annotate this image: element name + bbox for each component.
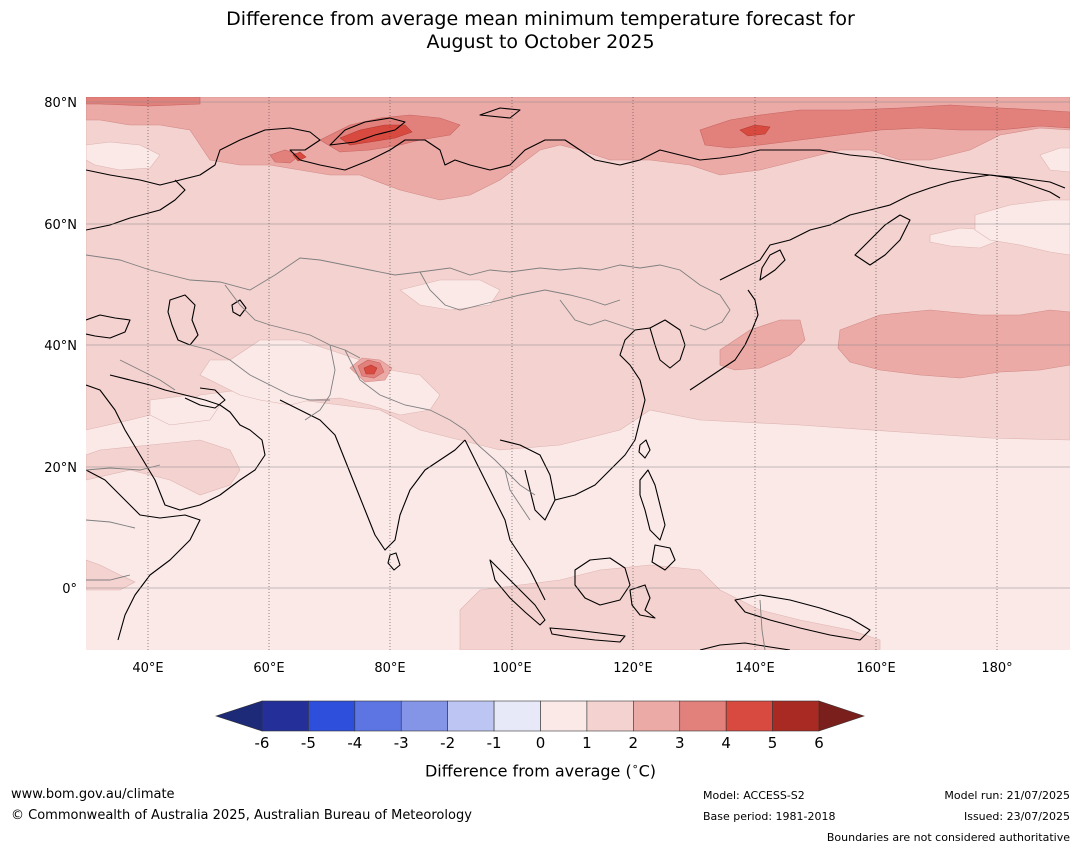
footer-model-run: Model run: 21/07/2025 — [944, 789, 1070, 802]
colorbar-over-arrow — [818, 700, 865, 732]
meridians — [147, 97, 998, 650]
footer-boundaries-note: Boundaries are not considered authoritat… — [826, 831, 1070, 844]
lon-label-180: 180° — [981, 661, 1012, 676]
footer-copyright: © Commonwealth of Australia 2025, Austra… — [11, 808, 472, 823]
colorbar-cell — [493, 700, 541, 732]
title-line-1: Difference from average mean minimum tem… — [226, 8, 855, 30]
colorbar-tick-label: -5 — [301, 734, 316, 752]
colorbar-tick-label: -6 — [255, 734, 270, 752]
colorbar-cell — [725, 700, 773, 732]
lon-label-120: 120°E — [613, 661, 653, 676]
footer-base-period: Base period: 1981-2018 — [703, 810, 836, 823]
lat-label-80: 80°N — [44, 96, 77, 111]
longitude-labels: 40°E 60°E 80°E 100°E 120°E 140°E 160°E 1… — [132, 661, 1012, 676]
title-line-2: August to October 2025 — [426, 31, 655, 53]
gridlines — [86, 101, 1070, 589]
lon-label-160: 160°E — [856, 661, 896, 676]
map-figure: 80°N 60°N 40°N 20°N 0° 40°E 60°E 80°E 10… — [44, 96, 1070, 752]
colorbar-cell — [679, 700, 727, 732]
footer-issued: Issued: 23/07/2025 — [963, 810, 1070, 823]
lon-label-80: 80°E — [374, 661, 405, 676]
colorbar-cell — [447, 700, 495, 732]
footer-model: Model: ACCESS-S2 — [703, 789, 805, 802]
colorbar-tick-label: -4 — [347, 734, 362, 752]
latitude-labels: 80°N 60°N 40°N 20°N 0° — [44, 96, 77, 597]
colorbar-cell — [586, 700, 634, 732]
colorbar-cell — [308, 700, 356, 732]
lat-label-0: 0° — [62, 582, 77, 597]
colorbar-tick-label: 6 — [814, 734, 824, 752]
lat-label-20: 20°N — [44, 461, 77, 476]
colorbar-tick-label: 3 — [675, 734, 685, 752]
colorbar-under-arrow — [215, 700, 263, 732]
lat-label-40: 40°N — [44, 339, 77, 354]
colorbar: -6 -5 -4 -3 -2 -1 0 1 2 3 4 5 6 — [215, 700, 865, 752]
colorbar-tick-label: -1 — [487, 734, 502, 752]
colorbar-label: Difference from average (∘C) — [0, 760, 1081, 780]
lat-label-60: 60°N — [44, 218, 77, 233]
colorbar-cell — [261, 700, 309, 732]
colorbar-cell — [540, 700, 588, 732]
map-panel — [86, 97, 1070, 650]
lon-label-40: 40°E — [132, 661, 163, 676]
colorbar-tick-label: 2 — [629, 734, 639, 752]
lon-label-60: 60°E — [253, 661, 284, 676]
colorbar-tick-labels: -6 -5 -4 -3 -2 -1 0 1 2 3 4 5 6 — [255, 734, 824, 752]
colorbar-cell — [354, 700, 402, 732]
colorbar-tick-label: 5 — [768, 734, 778, 752]
colorbar-label-unit: C) — [638, 761, 657, 781]
lon-label-140: 140°E — [735, 661, 775, 676]
colorbar-tick-label: 0 — [536, 734, 546, 752]
coastlines — [86, 107, 1066, 650]
anomaly-band-0-1-patches — [86, 141, 1070, 426]
colorbar-label-text: Difference from average ( — [424, 761, 632, 781]
colorbar-cell — [400, 700, 448, 732]
colorbar-cell — [772, 700, 820, 732]
country-borders — [86, 254, 766, 650]
chart-title: Difference from average mean minimum tem… — [0, 8, 1081, 54]
colorbar-cell — [633, 700, 681, 732]
lon-label-100: 100°E — [492, 661, 532, 676]
colorbar-tick-label: 1 — [582, 734, 592, 752]
colorbar-label-degree: ∘ — [631, 760, 639, 773]
colorbar-tick-label: -2 — [440, 734, 455, 752]
footer-url: www.bom.gov.au/climate — [11, 787, 175, 802]
colorbar-tick-label: 4 — [721, 734, 731, 752]
colorbar-cells — [261, 700, 820, 732]
colorbar-tick-label: -3 — [394, 734, 409, 752]
